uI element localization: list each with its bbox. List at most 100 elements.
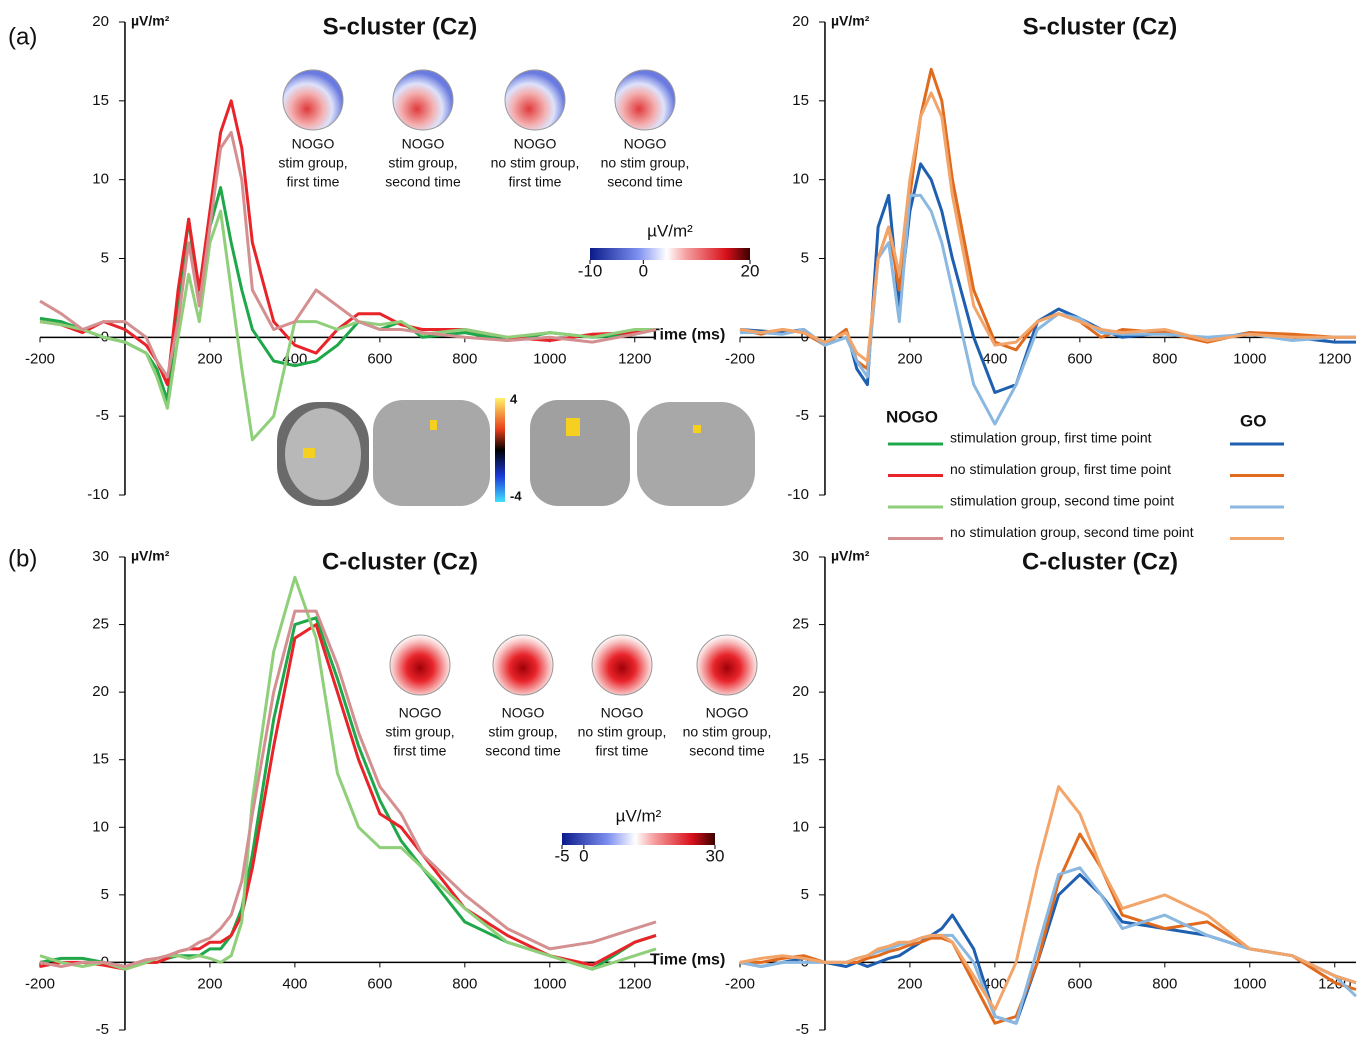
topomap-label: stim group, (385, 724, 454, 740)
x-tick-label: 800 (452, 975, 477, 992)
y-tick-label: 20 (792, 13, 809, 30)
topomap-label: NOGO (399, 705, 442, 721)
colorbar-label: µV/m² (647, 221, 693, 240)
legend-title: NOGO (886, 407, 938, 426)
x-tick-label: -200 (25, 350, 55, 367)
y-tick-label: 20 (92, 683, 109, 700)
topomap-label: no stim group, (491, 155, 580, 171)
legend-label: stimulation group, first time point (950, 430, 1152, 446)
topomap-label: second time (689, 743, 765, 759)
topomap-label: no stim group, (578, 724, 667, 740)
topomap (493, 635, 553, 695)
topomap-label: NOGO (514, 136, 557, 152)
y-tick-label: 20 (792, 683, 809, 700)
y-tick-label: 10 (92, 818, 109, 835)
y-tick-label: 30 (92, 548, 109, 565)
y-tick-label: 5 (801, 249, 809, 266)
topomap-label: no stim group, (601, 155, 690, 171)
y-axis-label: µV/m² (831, 13, 870, 29)
x-tick-label: 200 (197, 975, 222, 992)
y-tick-label: 10 (792, 171, 809, 188)
series-line (740, 69, 1356, 369)
topomap-label: NOGO (706, 705, 749, 721)
y-tick-label: -10 (87, 486, 109, 503)
topomap (393, 70, 453, 130)
topomap-label: stim group, (278, 155, 347, 171)
legend-label: no stimulation group, second time point (950, 524, 1194, 540)
x-tick-label: 400 (982, 350, 1007, 367)
legend-label: stimulation group, second time point (950, 493, 1174, 509)
colorbar-label: µV/m² (616, 806, 662, 825)
y-tick-label: 30 (792, 548, 809, 565)
y-tick-label: 15 (792, 751, 809, 768)
y-tick-label: 5 (801, 886, 809, 903)
x-tick-label: 800 (1152, 350, 1177, 367)
panel-label: (b) (8, 545, 37, 572)
y-tick-label: -5 (796, 1021, 809, 1038)
y-tick-label: 10 (792, 818, 809, 835)
y-tick-label: 20 (92, 13, 109, 30)
y-axis-label: µV/m² (131, 13, 170, 29)
topomap-label: second time (485, 743, 561, 759)
colorbar (590, 248, 750, 260)
legend-label: no stimulation group, first time point (950, 461, 1171, 477)
series-line (40, 188, 656, 401)
topomap (390, 635, 450, 695)
series-line (740, 868, 1356, 1023)
colorbar-tick-label: -10 (578, 261, 603, 280)
x-tick-label: -200 (725, 350, 755, 367)
y-tick-label: -10 (787, 486, 809, 503)
topomap-label: first time (394, 743, 447, 759)
y-tick-label: -5 (796, 407, 809, 424)
chart-title: C-cluster (Cz) (1022, 548, 1178, 575)
colorbar (562, 833, 715, 845)
y-tick-label: 15 (792, 92, 809, 109)
colorbar-tick-label: 20 (741, 261, 760, 280)
topomap (592, 635, 652, 695)
colorbar-tick-label: 30 (706, 846, 725, 865)
x-tick-label: 1000 (1233, 350, 1266, 367)
topomap-label: stim group, (488, 724, 557, 740)
x-tick-label: 1000 (533, 975, 566, 992)
x-tick-label: 400 (282, 975, 307, 992)
y-tick-label: -5 (96, 1021, 109, 1038)
chart-title: C-cluster (Cz) (322, 548, 478, 575)
x-tick-label: 1200 (1318, 350, 1351, 367)
x-tick-label: 600 (1067, 975, 1092, 992)
topomap-label: first time (596, 743, 649, 759)
topomap (283, 70, 343, 130)
topomap-label: no stim group, (683, 724, 772, 740)
colorbar-tick-label: 0 (579, 846, 588, 865)
y-tick-label: 10 (92, 171, 109, 188)
topomap-label: NOGO (402, 136, 445, 152)
x-tick-label: 800 (452, 350, 477, 367)
x-tick-label: 1200 (618, 975, 651, 992)
topomap-label: NOGO (624, 136, 667, 152)
x-tick-label: 1000 (1233, 975, 1266, 992)
brain-colorbar-label: 4 (510, 391, 518, 406)
topomap-label: NOGO (292, 136, 335, 152)
x-tick-label: 800 (1152, 975, 1177, 992)
series-line (740, 195, 1356, 424)
x-tick-label: 1200 (618, 350, 651, 367)
x-tick-label: 1000 (533, 350, 566, 367)
x-tick-label: -200 (725, 975, 755, 992)
series-line (40, 618, 656, 969)
topomap-label: first time (287, 174, 340, 190)
brain-colorbar-label: -4 (510, 488, 522, 503)
x-tick-label: 600 (367, 350, 392, 367)
y-tick-label: 25 (792, 616, 809, 633)
series-line (40, 611, 656, 966)
series-line (40, 101, 656, 385)
chart-title: S-cluster (Cz) (323, 13, 478, 40)
y-tick-label: 15 (92, 751, 109, 768)
topomap-label: first time (509, 174, 562, 190)
topomap (615, 70, 675, 130)
topomap-label: second time (385, 174, 461, 190)
colorbar-tick-label: 0 (639, 261, 648, 280)
x-tick-label: 200 (897, 975, 922, 992)
x-tick-label: 200 (197, 350, 222, 367)
series-line (740, 875, 1356, 1024)
x-axis-label: Time (ms) (650, 952, 725, 969)
series-line (40, 577, 656, 969)
